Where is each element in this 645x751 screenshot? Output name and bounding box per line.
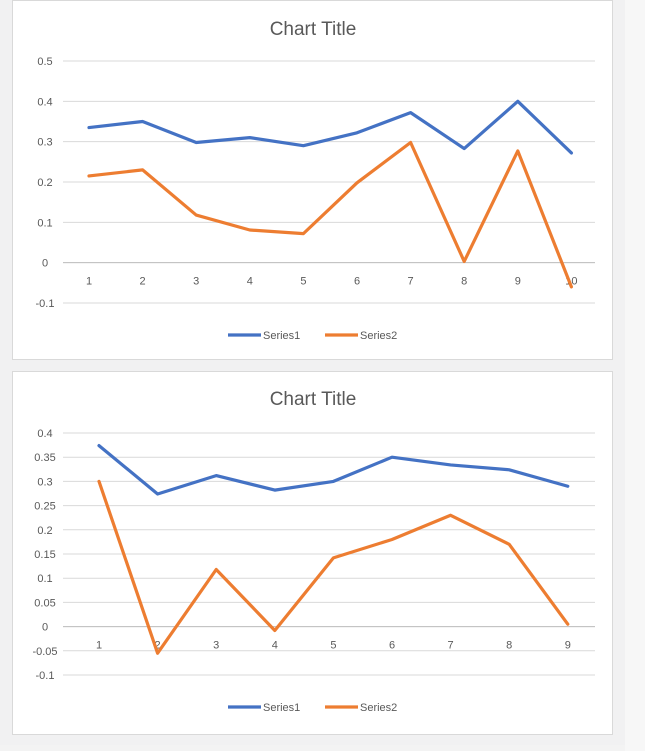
chart-1-x-tick-label: 9 (515, 276, 521, 288)
chart-2-y-tick-label: 0.35 (34, 452, 55, 464)
chart-2-x-tick-label: 6 (389, 640, 395, 652)
chart-1-y-tick-label: 0.3 (37, 137, 52, 149)
chart-1-x-tick-label: 1 (86, 276, 92, 288)
chart-2-series-2-line[interactable] (97, 479, 570, 655)
chart-2-series-1-line[interactable] (97, 443, 570, 496)
chart-1-x-tick-label: 5 (300, 276, 306, 288)
chart-2[interactable]: Chart Title 0.4 0.35 0.3 0.25 0.2 0.15 0.1 0.05 0… (12, 371, 613, 735)
chart-2-y-tick-label: -0.1 (36, 670, 55, 682)
chart-2-x-tick-label: 5 (330, 640, 336, 652)
chart-1-x-tick-label: 6 (354, 276, 360, 288)
chart-1-y-tick-label: 0 (42, 258, 48, 270)
chart-2-x-tick-label: 7 (448, 640, 454, 652)
chart-1[interactable]: Chart Title 0.5 0.4 0.3 0.2 0.1 0 -0.1 1 2 3 4 5 6 7 8 9… (12, 0, 613, 360)
chart-2-x-tick-label: 9 (565, 640, 571, 652)
chart-2-y-tick-label: 0.15 (34, 549, 55, 561)
chart-2-y-tick-label: -0.05 (32, 646, 57, 658)
chart-2-x-tick-label: 2 (155, 640, 161, 652)
chart-2-y-tick-label: 0 (42, 622, 48, 634)
chart-2-x-tick-label: 8 (506, 640, 512, 652)
chart-2-legend-label: Series2 (360, 702, 397, 714)
chart-2-x-tick-label: 1 (96, 640, 102, 652)
chart-1-legend-label: Series1 (263, 330, 300, 342)
chart-1-svg: Chart Title 0.5 0.4 0.3 0.2 0.1 0 -0.1 1 2 3 4 5 6 7 8 9… (36, 19, 595, 342)
chart-1-series-2-line[interactable] (87, 140, 574, 289)
chart-2-y-tick-label: 0.4 (37, 428, 52, 440)
chart-2-title: Chart Title (270, 389, 357, 410)
chart-1-x-tick-label: 2 (140, 276, 146, 288)
chart-1-y-tick-label: 0.5 (37, 56, 52, 68)
chart-1-x-tick-label: 7 (408, 276, 414, 288)
chart-1-title: Chart Title (270, 19, 357, 40)
chart-1-y-tick-label: -0.1 (36, 298, 55, 310)
chart-2-y-tick-label: 0.2 (37, 525, 52, 537)
chart-2-x-tick-label: 4 (272, 640, 278, 652)
chart-1-y-tick-label: 0.4 (37, 96, 52, 108)
scrollbar-track[interactable] (625, 0, 645, 751)
chart-1-x-tick-label: 3 (193, 276, 199, 288)
chart-1-series-1-line[interactable] (87, 99, 574, 155)
chart-2-svg: Chart Title 0.4 0.35 0.3 0.25 0.2 0.15 0.1 0.05 0… (32, 389, 595, 714)
chart-1-y-tick-label: 0.1 (37, 217, 52, 229)
chart-1-x-tick-label: 8 (461, 276, 467, 288)
chart-2-y-tick-label: 0.05 (34, 597, 55, 609)
chart-1-legend-label: Series2 (360, 330, 397, 342)
chart-1-y-tick-label: 0.2 (37, 177, 52, 189)
chart-2-y-tick-label: 0.25 (34, 501, 55, 513)
chart-2-x-tick-label: 3 (213, 640, 219, 652)
chart-2-y-tick-label: 0.3 (37, 476, 52, 488)
charts-panel: Chart Title 0.5 0.4 0.3 0.2 0.1 0 -0.1 1 2 3 4 5 6 7 8 9… (12, 0, 613, 735)
chart-1-x-tick-label: 4 (247, 276, 253, 288)
chart-2-y-tick-label: 0.1 (37, 573, 52, 585)
chart-2-legend-label: Series1 (263, 702, 300, 714)
